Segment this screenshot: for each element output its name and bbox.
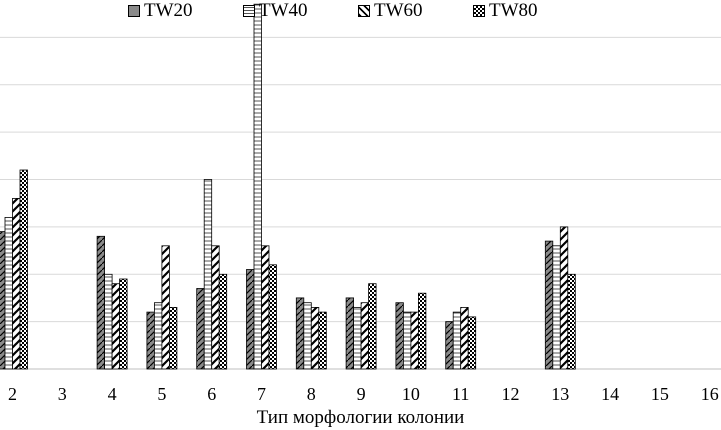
bar-tw60-4 — [111, 283, 120, 370]
bar-tw20-11 — [445, 321, 454, 370]
bar-tw60-5 — [161, 245, 170, 370]
legend: TW20 TW40 TW60 TW80 — [0, 0, 721, 22]
bar-tw80-7 — [268, 264, 277, 370]
bar-tw60-9 — [360, 302, 370, 370]
bar-tw80-11 — [467, 316, 477, 370]
bar-tw40-4 — [104, 273, 113, 370]
bar-tw20-4 — [96, 235, 105, 370]
bar-tw60-6 — [211, 245, 220, 370]
x-tick-label: 9 — [357, 384, 366, 404]
bar-tw80-9 — [368, 283, 377, 370]
x-tick-label: 7 — [257, 384, 266, 404]
x-tick-label: 14 — [601, 384, 619, 404]
x-tick-label: 8 — [307, 384, 316, 404]
bar-tw80-8 — [318, 311, 327, 370]
bar-tw20-9 — [345, 297, 355, 370]
legend-label: TW60 — [374, 0, 423, 21]
bar-tw20-13 — [544, 240, 554, 370]
bar-tw40-8 — [303, 302, 312, 370]
legend-label: TW40 — [259, 0, 308, 21]
bar-tw80-2 — [19, 169, 28, 370]
bar-tw40-13 — [552, 245, 561, 370]
gridlines — [0, 36, 721, 370]
bar-tw80-5 — [168, 306, 178, 370]
x-axis-title: Тип морфологии колонии — [256, 407, 465, 428]
legend-item-tw40: TW40 — [243, 1, 308, 21]
x-tick-label: 6 — [207, 384, 216, 404]
x-tick-labels: 2 3 4 5 6 7 8 9 10 11 12 13 14 15 16 — [8, 384, 719, 404]
bar-tw80-4 — [119, 278, 128, 370]
bar-tw40-6 — [203, 179, 213, 370]
x-tick-label: 4 — [108, 384, 117, 404]
bar-tw60-8 — [310, 306, 320, 370]
bar-tw80-6 — [218, 273, 228, 370]
bar-tw20-5 — [146, 311, 155, 370]
x-tick-label: 5 — [157, 384, 166, 404]
legend-item-tw60: TW60 — [358, 1, 423, 21]
x-tick-label: 10 — [402, 384, 420, 404]
bar-tw60-2 — [12, 197, 21, 370]
bar-tw20-7 — [246, 269, 255, 370]
legend-swatch-tw20 — [128, 5, 140, 17]
bar-tw80-10 — [417, 292, 427, 370]
x-tick-label: 15 — [651, 384, 669, 404]
bar-tw20-8 — [295, 297, 305, 370]
bars — [0, 3, 576, 370]
legend-item-tw80: TW80 — [473, 1, 538, 21]
legend-label: TW80 — [489, 0, 538, 21]
bar-tw60-13 — [559, 226, 569, 370]
bar-tw40-11 — [452, 311, 462, 370]
bar-tw20-10 — [395, 302, 404, 370]
legend-item-tw20: TW20 — [128, 1, 193, 21]
bar-tw40-10 — [402, 311, 412, 370]
bar-tw40-2 — [4, 216, 13, 370]
bar-tw80-13 — [567, 273, 576, 370]
x-tick-label: 16 — [701, 384, 719, 404]
x-tick-label: 11 — [452, 384, 469, 404]
x-tick-label: 13 — [551, 384, 569, 404]
legend-swatch-tw80 — [473, 5, 485, 17]
x-tick-label: 3 — [58, 384, 67, 404]
legend-swatch-tw40 — [243, 5, 255, 17]
bar-tw40-9 — [353, 306, 362, 370]
bar-tw20-2 — [0, 231, 6, 370]
x-tick-label: 12 — [502, 384, 520, 404]
x-tick-label: 2 — [8, 384, 17, 404]
bar-tw20-6 — [196, 288, 205, 370]
bar-tw40-7 — [253, 3, 262, 370]
bar-tw60-11 — [460, 306, 469, 370]
bar-tw60-10 — [410, 311, 419, 370]
bar-tw60-7 — [261, 245, 270, 370]
bar-tw40-5 — [153, 302, 163, 370]
legend-swatch-tw60 — [358, 5, 370, 17]
legend-label: TW20 — [144, 0, 193, 21]
